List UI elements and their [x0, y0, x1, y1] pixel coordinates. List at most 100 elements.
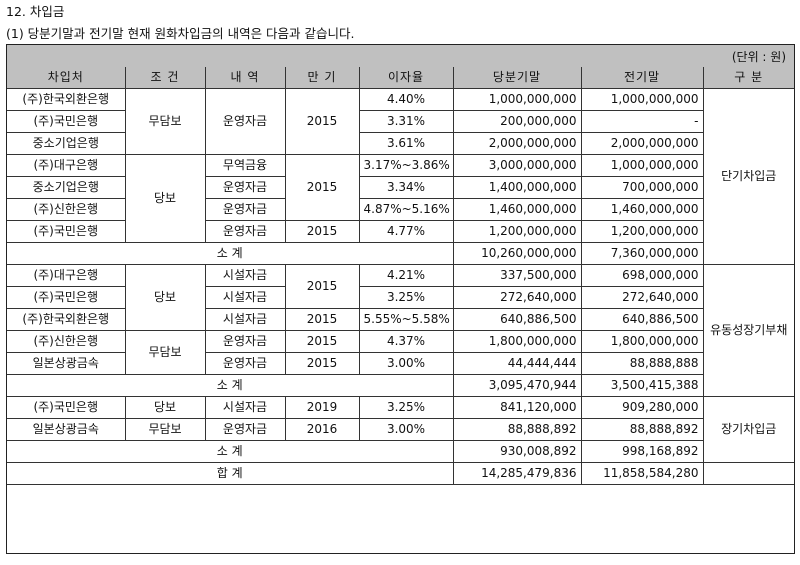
rate-cell: 3.61%: [358, 132, 454, 155]
table-row: (주)대구은행 당보 무역금융 2015 3.17%~3.86% 3,000,0…: [7, 154, 794, 243]
table-row: (주)한국외환은행 시설자금 2015 5.55%~5.58% 640,886,…: [7, 308, 794, 331]
header-maturity: 만 기: [284, 67, 360, 89]
purpose-cell: 운영자금: [204, 198, 286, 221]
subtotal-label: 소 계: [7, 242, 454, 265]
header-category: 구 분: [702, 67, 794, 89]
lender-cell: 중소기업은행: [7, 132, 126, 155]
total-prior: 11,858,584,280: [580, 462, 704, 485]
condition-cell: 당보: [124, 264, 206, 331]
prior-cell: 698,000,000: [580, 264, 704, 287]
subtotal-current: 10,260,000,000: [452, 242, 582, 265]
total-current-cell: 14,285,479,836: [452, 462, 582, 485]
maturity-cell: 2015: [284, 330, 360, 353]
rate-cell: 4.87%~5.16%: [358, 198, 454, 221]
rate-cell: 3.25%: [358, 286, 454, 309]
maturity-cell: 2015: [284, 220, 360, 243]
unit-label: (단위 : 원): [731, 50, 786, 64]
purpose-cell: 시설자금: [204, 396, 286, 419]
prior-cell: 640,886,500: [580, 308, 703, 331]
maturity-cell: 2019: [284, 396, 360, 419]
category-cell: 유동성장기부채: [702, 264, 794, 397]
subtotal-prior: 998,168,892: [580, 440, 703, 463]
table-row: (주)신한은행 운영자금 4.87%~5.16% 1,460,000,000 1…: [7, 198, 794, 221]
subtotal-current: 3,095,470,944: [452, 374, 582, 397]
table-row: (주)대구은행 당보 시설자금 2015 4.21% 337,500,000 6…: [7, 264, 794, 397]
purpose-cell: 시설자금: [204, 286, 286, 309]
rate-cell: 4.37%: [358, 330, 454, 353]
lender-cell: 일본상광금속: [7, 418, 126, 441]
borrowings-table-container: (단위 : 원) 차입처 조 건 내 역 만 기 이자율 당분기말 전기말 구 …: [6, 44, 795, 554]
prior-cell: -: [580, 110, 703, 133]
table-row: 중소기업은행 운영자금 3.34% 1,400,000,000 700,000,…: [7, 176, 794, 199]
current-cell: 841,120,000: [452, 396, 582, 419]
header-rate: 이자율: [358, 67, 454, 89]
prior-cell: 1,000,000,000: [580, 88, 704, 111]
lender-cell: (주)대구은행: [7, 264, 126, 287]
purpose-cell: 운영자금: [204, 330, 286, 353]
purpose-cell: 운영자금: [204, 88, 286, 155]
lender-cell: (주)한국외환은행: [7, 308, 126, 331]
condition-cell: 당보: [124, 396, 206, 419]
total-current: 14,285,479,836: [481, 466, 577, 480]
subtotal-row: 소 계 930,008,892 998,168,892: [7, 440, 794, 463]
header-current: 당분기말: [452, 67, 582, 89]
prior-cell: 2,000,000,000: [580, 132, 703, 155]
prior-cell: 1,000,000,000: [580, 154, 703, 177]
current-cell: 1,400,000,000: [452, 176, 582, 199]
rate-cell: 4.21%: [358, 264, 454, 287]
maturity-cell: 2016: [284, 418, 360, 441]
total-category-empty: [702, 462, 794, 485]
prior-cell: 1,800,000,000: [580, 330, 703, 353]
category-cell: 단기차입금: [702, 88, 794, 265]
condition-cell: 무담보: [124, 330, 206, 375]
rate-cell: 3.00%: [358, 418, 454, 441]
header-condition: 조 건: [124, 67, 206, 89]
rate-cell: 3.34%: [358, 176, 454, 199]
lender-cell: (주)신한은행: [7, 198, 126, 221]
prior-cell: 272,640,000: [580, 286, 703, 309]
rate-cell: 3.31%: [358, 110, 454, 133]
table-row: 일본상광금속 운영자금 2015 3.00% 44,444,444 88,888…: [7, 352, 794, 375]
lender-cell: (주)국민은행: [7, 396, 126, 419]
subtotal-current: 930,008,892: [452, 440, 582, 463]
lender-cell: 중소기업은행: [7, 176, 126, 199]
current-cell: 44,444,444: [452, 352, 582, 375]
section-subtitle: (1) 당분기말과 전기말 현재 원화차입금의 내역은 다음과 같습니다.: [6, 26, 355, 41]
subtotal-row: 소 계 10,260,000,000 7,360,000,000: [7, 242, 794, 265]
rate-cell: 3.17%~3.86%: [358, 154, 454, 177]
section-title: 12. 차입금: [6, 4, 65, 19]
subtotal-prior: 7,360,000,000: [580, 242, 703, 265]
rate-cell: 4.40%: [358, 88, 454, 111]
purpose-cell: 운영자금: [204, 418, 286, 441]
current-cell: 1,000,000,000: [452, 88, 582, 111]
condition-cell: 무담보: [124, 88, 206, 155]
rate-cell: 3.25%: [358, 396, 454, 419]
current-cell: 2,000,000,000: [452, 132, 582, 155]
maturity-cell: 2015: [284, 88, 360, 155]
header-lender: 차입처: [7, 67, 126, 89]
total-label: 합 계: [7, 462, 454, 485]
current-cell: 337,500,000: [452, 264, 582, 287]
purpose-cell: 운영자금: [204, 352, 286, 375]
header-row: 차입처 조 건 내 역 만 기 이자율 당분기말 전기말 구 분: [7, 67, 794, 89]
lender-cell: (주)국민은행: [7, 220, 126, 243]
subtotal-prior: 3,500,415,388: [580, 374, 703, 397]
rate-cell: 3.00%: [358, 352, 454, 375]
current-cell: 200,000,000: [452, 110, 582, 133]
current-cell: 1,800,000,000: [452, 330, 582, 353]
purpose-cell: 시설자금: [204, 308, 286, 331]
maturity-cell: 2015: [284, 308, 360, 331]
maturity-cell: 2015: [284, 264, 360, 309]
prior-cell: 88,888,892: [580, 418, 703, 441]
total-row: 합 계 14,285,479,836 11,858,584,280: [7, 462, 794, 485]
purpose-cell: 무역금융: [204, 154, 286, 177]
category-cell: 장기차입금: [702, 396, 794, 463]
rate-cell: 4.77%: [358, 220, 454, 243]
table-row: (주)신한은행 무담보 운영자금 2015 4.37% 1,800,000,00…: [7, 330, 794, 375]
table-row: (주)국민은행 운영자금 2015 4.77% 1,200,000,000 1,…: [7, 220, 794, 243]
lender-cell: (주)국민은행: [7, 286, 126, 309]
header-purpose: 내 역: [204, 67, 286, 89]
prior-cell: 1,460,000,000: [580, 198, 703, 221]
rate-cell: 5.55%~5.58%: [358, 308, 454, 331]
lender-cell: (주)국민은행: [7, 110, 126, 133]
